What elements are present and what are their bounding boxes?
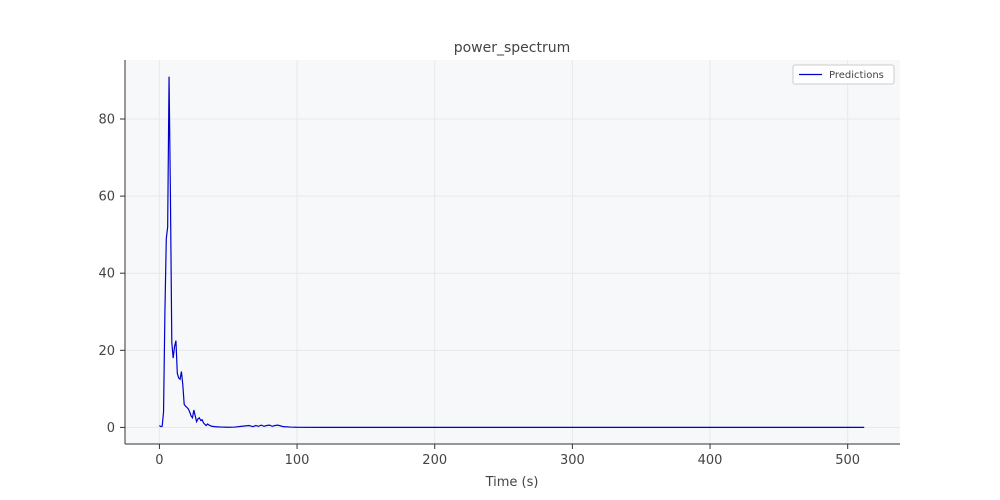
y-tick-label: 20 — [98, 344, 115, 359]
series-line-predictions — [159, 76, 865, 428]
y-tick-label: 40 — [98, 267, 115, 282]
x-tick-label: 200 — [422, 453, 447, 468]
y-tick-label: 0 — [107, 421, 115, 436]
x-tick-label: 500 — [835, 453, 860, 468]
x-tick-label: 300 — [560, 453, 585, 468]
legend-box — [792, 64, 895, 85]
x-axis-ticks: 0 100 200 300 400 500 — [155, 444, 860, 468]
legend-label-predictions: Predictions — [829, 70, 884, 81]
legend: Predictions — [792, 64, 895, 85]
y-tick-label: 60 — [98, 190, 115, 205]
y-tick-label: 80 — [98, 112, 115, 127]
chart-title: power_spectrum — [454, 40, 571, 56]
plot-background — [125, 60, 900, 444]
x-tick-label: 100 — [285, 453, 310, 468]
y-axis-ticks: 0 20 40 60 80 — [98, 112, 125, 436]
x-axis-title: Time (s) — [485, 475, 539, 490]
grid-lines — [125, 60, 900, 444]
x-tick-label: 0 — [155, 453, 163, 468]
x-tick-label: 400 — [698, 453, 723, 468]
